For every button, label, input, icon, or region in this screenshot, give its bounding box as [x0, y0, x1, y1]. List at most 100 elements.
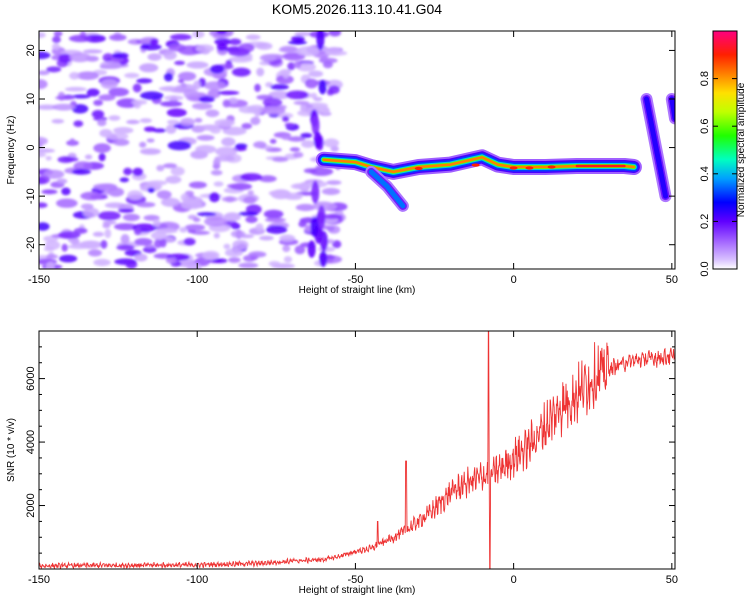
noise-blob — [170, 33, 192, 41]
noise-blob — [228, 97, 239, 104]
spectrogram-x-label: Height of straight line (km) — [299, 285, 416, 296]
noise-blob — [39, 79, 48, 89]
noise-blob — [104, 228, 112, 239]
noise-blob — [210, 169, 223, 176]
noise-blob — [39, 202, 48, 208]
noise-blob — [221, 137, 236, 147]
noise-blob — [43, 246, 55, 252]
noise-blob — [192, 102, 213, 110]
snr-frame — [38, 330, 676, 570]
noise-blob — [112, 52, 129, 59]
noise-blob — [177, 262, 201, 268]
snr-x-tick-label: -150 — [28, 574, 50, 586]
noise-blob — [230, 230, 246, 238]
colorbar-tick-label: 0.2 — [699, 214, 711, 229]
spectrogram-x-tick-label: 50 — [666, 274, 678, 286]
noise-blob — [165, 124, 177, 134]
noise-blob — [134, 238, 153, 246]
noise-blob — [43, 169, 65, 179]
noise-blob — [215, 146, 238, 157]
noise-blob — [105, 132, 129, 140]
noise-blob — [301, 140, 315, 148]
noise-blob — [161, 197, 180, 207]
noise-blob — [289, 147, 301, 152]
spectral-peak — [547, 165, 556, 169]
noise-blob — [321, 187, 341, 196]
noise-blob — [296, 62, 316, 72]
noise-blob — [326, 89, 334, 96]
noise-blob — [114, 223, 138, 231]
spectral-peak — [509, 166, 518, 170]
noise-blob — [179, 227, 188, 233]
noise-blob — [283, 192, 304, 199]
noise-blob — [100, 60, 122, 70]
noise-blob — [192, 31, 205, 39]
snr-y-tick-label: 6000 — [25, 366, 37, 390]
noise-blob — [245, 34, 261, 40]
noise-blob — [162, 86, 175, 92]
noise-blob — [69, 52, 91, 63]
noise-blob — [156, 190, 172, 200]
noise-blob — [270, 84, 289, 90]
noise-blob — [97, 211, 121, 221]
noise-blob — [86, 88, 100, 97]
spectrogram-y-tick-label: -10 — [25, 188, 37, 204]
noise-blob — [296, 46, 320, 57]
noise-blob — [293, 151, 304, 158]
noise-blob — [91, 110, 105, 119]
noise-blob — [183, 237, 196, 246]
noise-blob — [41, 189, 58, 195]
noise-blob — [196, 134, 215, 141]
noise-blob — [63, 157, 79, 162]
noise-blob — [253, 141, 267, 149]
noise-blob — [147, 53, 162, 61]
noise-blob — [223, 243, 231, 250]
noise-blob — [261, 106, 286, 115]
noise-blob — [279, 45, 298, 53]
noise-blob — [188, 181, 207, 189]
noise-blob — [217, 90, 240, 95]
noise-blob — [214, 155, 235, 162]
spectrogram-x-tick-label: -150 — [28, 274, 50, 286]
noise-blob — [311, 180, 320, 204]
noise-blob — [93, 99, 103, 106]
spectrogram-heatmap — [39, 31, 675, 269]
noise-blob — [152, 128, 167, 133]
noise-blob — [263, 209, 284, 219]
noise-blob — [83, 207, 100, 218]
noise-blob — [147, 187, 155, 193]
noise-blob — [154, 239, 163, 249]
noise-blob — [259, 54, 277, 62]
noise-blob — [102, 223, 111, 229]
noise-blob — [250, 116, 261, 126]
noise-blob — [156, 164, 165, 172]
noise-blob — [213, 232, 220, 239]
snr-x-tick-label: -100 — [186, 574, 208, 586]
snr-y-ticks: 2000 4000 6000 — [25, 346, 675, 554]
noise-blob — [88, 249, 102, 257]
noise-blob — [300, 103, 307, 113]
noise-blob — [123, 167, 133, 176]
noise-blob — [214, 119, 235, 127]
noise-blob — [279, 234, 296, 242]
noise-blob — [323, 138, 340, 148]
noise-blob — [73, 161, 93, 171]
noise-blob — [268, 190, 284, 196]
noise-blob — [313, 131, 322, 149]
noise-blob — [53, 31, 63, 37]
noise-blob — [113, 126, 134, 134]
noise-blob — [285, 90, 309, 100]
noise-blob — [39, 175, 50, 184]
noise-blob — [170, 166, 185, 176]
noise-blob — [232, 239, 249, 250]
noise-blob — [39, 70, 50, 76]
noise-blob — [142, 246, 157, 253]
noise-blob — [92, 231, 104, 237]
noise-blob — [268, 90, 290, 100]
noise-blob — [174, 60, 186, 66]
noise-blob — [259, 235, 274, 241]
noise-blob — [282, 70, 290, 79]
noise-blob — [184, 224, 206, 231]
noise-blob — [133, 100, 142, 109]
noise-blob — [316, 31, 325, 51]
